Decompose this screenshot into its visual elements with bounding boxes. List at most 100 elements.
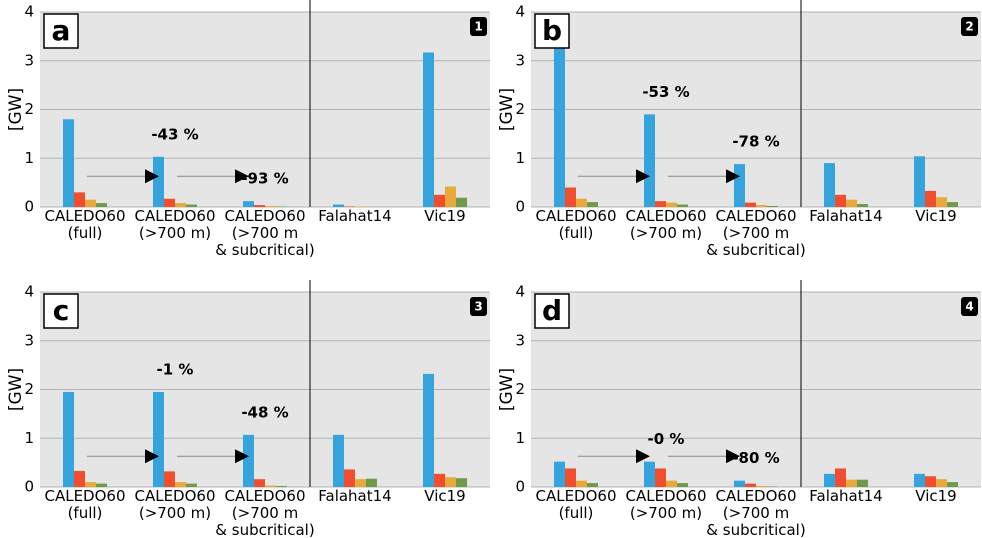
bar [565,468,576,487]
bar [576,198,587,207]
x-tick-label: CALEDO60 (full) [535,487,616,522]
bar [925,190,936,207]
panel: 0 1 2 3 4 [GW] CALEDO60 (full) CALEDO60 (>700 m)C… [6,280,490,538]
panel-number-box [961,297,978,316]
panel-label-box [534,293,570,329]
bar [423,52,434,208]
arrow-head [145,449,159,464]
arrow-head [145,169,159,184]
panel-label: c [53,294,70,327]
x-tick-label: CALEDO60 (>700 m) [134,207,215,242]
panel-number-box [470,297,487,316]
bar [857,204,868,207]
bar [914,473,925,487]
x-tick-label: CALEDO60 (>700 m) [134,487,215,522]
x-tick-label: CALEDO60 (>700 m & subcritical) [706,207,805,259]
bar [745,202,756,207]
y-tick-label: 1 [515,149,525,167]
bar [243,201,254,207]
y-tick-label: 4 [24,283,34,301]
bar [186,204,197,207]
arrow-head [235,169,249,184]
x-tick-label: CALEDO60 (>700 m & subcritical) [706,487,805,538]
y-tick-label: 2 [24,100,34,118]
arrow-head [235,449,249,464]
bar [824,473,835,487]
bar [254,205,265,207]
bar [74,470,85,487]
y-tick-label: 4 [515,3,525,21]
bar [333,204,344,207]
y-tick-label: 3 [515,51,525,69]
x-tick-label: CALEDO60 (>700 m) [625,487,706,522]
annotation: -78 % [732,133,779,151]
bar [445,186,456,207]
x-tick-label: Falahat14 [318,487,391,505]
bar [63,391,74,487]
bar [153,391,164,487]
panel-number: 2 [965,20,973,34]
x-tick-label: CALEDO60 (full) [44,207,125,242]
bar [175,482,186,487]
panel-number-box [470,17,487,36]
bar [745,483,756,487]
annotation: -48 % [241,403,288,421]
bar [756,205,767,207]
x-tick-label: CALEDO60 (>700 m) [625,207,706,242]
y-tick-label: 4 [515,283,525,301]
bar [835,468,846,487]
bar [835,194,846,207]
x-tick-label: Falahat14 [809,487,882,505]
bar [423,373,434,487]
bar [445,477,456,487]
bar [947,482,958,487]
x-tick-label: Vic19 [424,487,465,505]
annotation: -43 % [151,125,198,143]
bar [936,197,947,207]
panel: 0 1 2 3 4 [GW] CALEDO60 (full) CALEDO60 (>700 m)C… [497,280,981,538]
bar [925,476,936,487]
bar [164,471,175,487]
panel: 0 1 2 3 4 [GW] CALEDO60 (full) CALEDO60 (>700 m)C… [6,0,490,259]
y-tick-label: 0 [515,198,525,216]
annotation: -1 % [157,360,194,378]
bar [846,199,857,207]
bar [175,203,186,207]
x-tick-label: Vic19 [424,207,465,225]
x-tick-label: CALEDO60 (>700 m & subcritical) [215,487,314,538]
bar [355,479,366,487]
panel: 0 1 2 3 4 [GW] CALEDO60 (full) CALEDO60 (>700 m)C… [497,0,981,259]
panel-label: a [52,14,71,47]
bar [644,461,655,487]
y-tick-label: 1 [24,429,34,447]
y-axis-label: [GW] [497,368,517,411]
annotation: -80 % [732,449,779,467]
panel-label: d [542,294,562,327]
bar [554,461,565,487]
arrow-head [726,169,740,184]
bar [333,434,344,487]
y-tick-label: 2 [515,100,525,118]
bar [587,202,598,207]
bar [366,478,377,487]
bar [644,114,655,207]
panel-number: 1 [474,20,482,34]
y-tick-label: 0 [24,198,34,216]
x-tick-label: Vic19 [915,207,956,225]
bar [655,468,666,487]
y-axis-label: [GW] [6,88,26,131]
x-tick-label: CALEDO60 (>700 m & subcritical) [215,207,314,259]
y-tick-label: 3 [515,331,525,349]
bar [947,202,958,207]
y-tick-label: 2 [24,380,34,398]
annotation: -0 % [648,430,685,448]
bar [456,478,467,487]
bar [824,163,835,207]
bar [914,156,925,207]
x-tick-label: CALEDO60 (full) [535,207,616,242]
bar [74,192,85,207]
bar [63,119,74,207]
bar [153,156,164,207]
panel-number-box [961,17,978,36]
